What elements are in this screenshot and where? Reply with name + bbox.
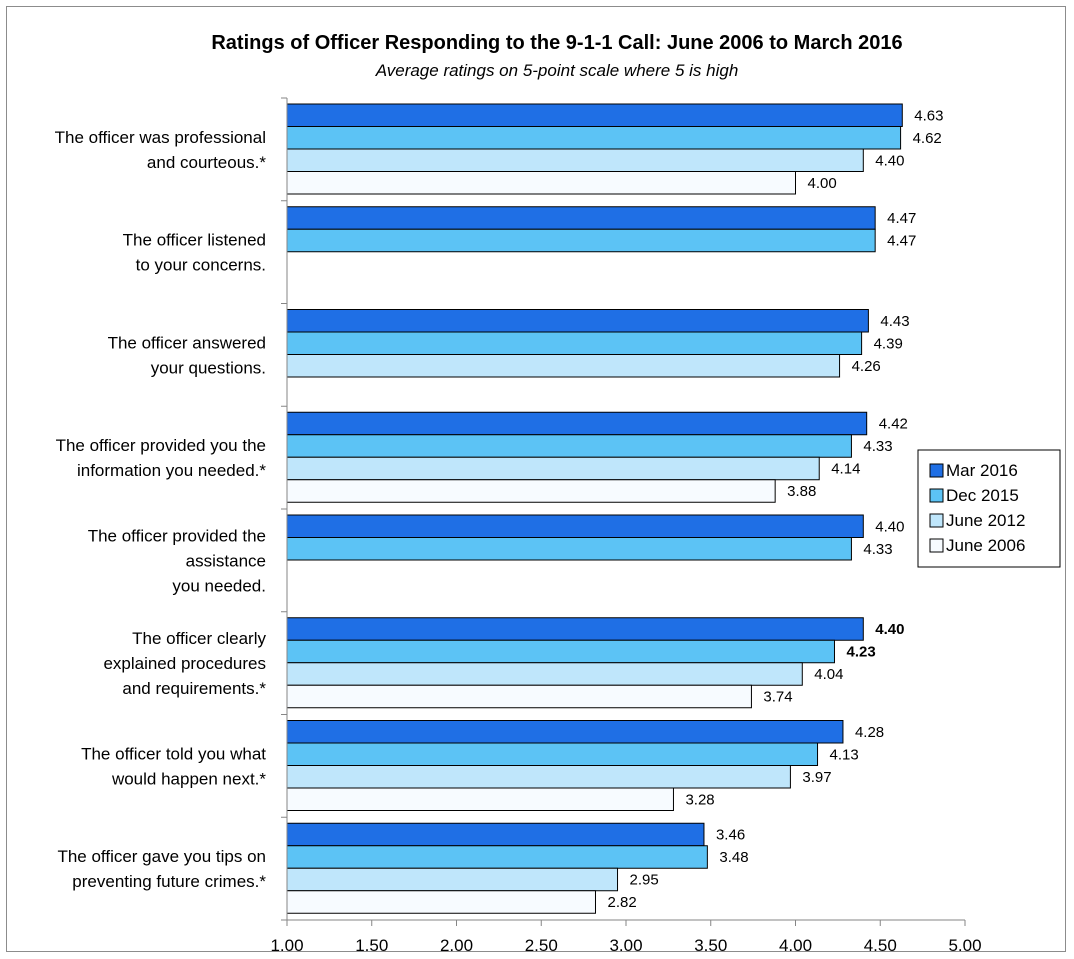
bar [286, 639, 835, 664]
legend-label: June 2006 [946, 536, 1025, 555]
chart-subtitle: Average ratings on 5-point scale where 5… [375, 61, 739, 80]
category-label: and courteous.* [147, 153, 266, 172]
bar [286, 765, 791, 789]
category-label: The officer provided you the [56, 436, 266, 455]
data-label: 4.00 [808, 175, 837, 192]
bar [286, 206, 876, 230]
legend-swatch [929, 488, 944, 503]
bar [286, 617, 864, 641]
category-label: explained procedures [103, 654, 266, 673]
category-label: information you needed.* [77, 461, 266, 480]
bar [286, 822, 705, 847]
bar [286, 148, 864, 172]
bar [286, 456, 820, 481]
bar [286, 354, 841, 378]
data-label: 4.28 [855, 724, 884, 741]
bar [286, 309, 869, 333]
bar [286, 867, 619, 892]
data-label: 4.14 [831, 461, 860, 478]
bar [286, 126, 902, 150]
legend-label: Mar 2016 [946, 461, 1018, 480]
legend-swatch [929, 538, 944, 553]
axes-group: The officer was professional and courteou… [55, 97, 982, 955]
category-label: The officer gave you tips on [57, 847, 266, 866]
category-label: The officer provided the [88, 526, 266, 545]
data-label: 4.33 [863, 438, 892, 455]
x-tick-label: 1.00 [270, 936, 303, 955]
data-label: 4.39 [874, 335, 903, 352]
category-label: you needed. [172, 576, 266, 595]
bars-group: 4.63 4.62 4.40 4.00 4.47 4.47 4.43 4.39 4.26 4.42… [286, 103, 943, 914]
x-tick-label: 5.00 [948, 936, 981, 955]
data-label: 3.48 [719, 849, 748, 866]
data-label: 4.33 [863, 541, 892, 558]
data-label: 4.47 [887, 233, 916, 250]
data-label: 3.88 [787, 483, 816, 500]
data-label: 4.47 [887, 210, 916, 227]
x-tick-label: 2.50 [525, 936, 558, 955]
data-label: 3.46 [716, 827, 745, 844]
legend: Mar 2016 Dec 2015 June 2012 June 2006 [917, 449, 1061, 568]
category-label: The officer listened [123, 231, 266, 250]
bar [286, 514, 864, 538]
data-label: 2.82 [607, 894, 636, 911]
bar [286, 103, 903, 127]
x-tick-label: 1.50 [355, 936, 388, 955]
bar [286, 684, 752, 709]
data-label: 4.13 [830, 746, 859, 763]
x-tick-label: 4.00 [779, 936, 812, 955]
x-tick-label: 3.50 [694, 936, 727, 955]
legend-swatch [929, 513, 944, 528]
category-label: would happen next.* [111, 769, 266, 788]
category-label: The officer answered [108, 333, 266, 352]
bar [286, 720, 844, 744]
legend-label: Dec 2015 [946, 486, 1019, 505]
x-tick-label: 2.00 [440, 936, 473, 955]
x-tick-label: 4.50 [864, 936, 897, 955]
data-label: 4.23 [846, 644, 875, 661]
category-label: and requirements.* [122, 679, 266, 698]
bar [286, 787, 674, 811]
data-label: 4.26 [852, 358, 881, 375]
legend-swatch [929, 463, 944, 478]
data-label: 4.40 [875, 621, 904, 638]
data-label: 3.97 [802, 769, 831, 786]
bar [286, 228, 876, 253]
x-tick-label: 3.00 [609, 936, 642, 955]
bar [286, 331, 863, 355]
data-label: 4.63 [914, 107, 943, 124]
data-label: 2.95 [630, 872, 659, 889]
bar [286, 171, 796, 195]
data-label: 4.40 [875, 152, 904, 169]
bar [286, 411, 868, 436]
bar [286, 479, 776, 503]
bar [286, 537, 852, 561]
data-label: 4.43 [880, 313, 909, 330]
data-label: 4.04 [814, 666, 843, 683]
legend-label: June 2012 [946, 511, 1025, 530]
category-label: assistance [186, 551, 266, 570]
category-label: The officer told you what [81, 744, 266, 763]
bar [286, 662, 803, 686]
bar [286, 434, 852, 458]
data-label: 4.40 [875, 518, 904, 535]
chart-title: Ratings of Officer Responding to the 9-1… [211, 32, 902, 54]
category-label: The officer was professional [55, 128, 266, 147]
category-label: your questions. [151, 358, 266, 377]
data-label: 4.42 [879, 416, 908, 433]
bar [286, 742, 819, 766]
category-label: to your concerns. [136, 256, 266, 275]
data-label: 4.62 [913, 130, 942, 147]
data-label: 3.28 [685, 791, 714, 808]
bar [286, 890, 596, 914]
data-label: 3.74 [763, 689, 792, 706]
category-label: preventing future crimes.* [72, 872, 266, 891]
category-label: The officer clearly [132, 629, 266, 648]
bar [286, 845, 708, 869]
